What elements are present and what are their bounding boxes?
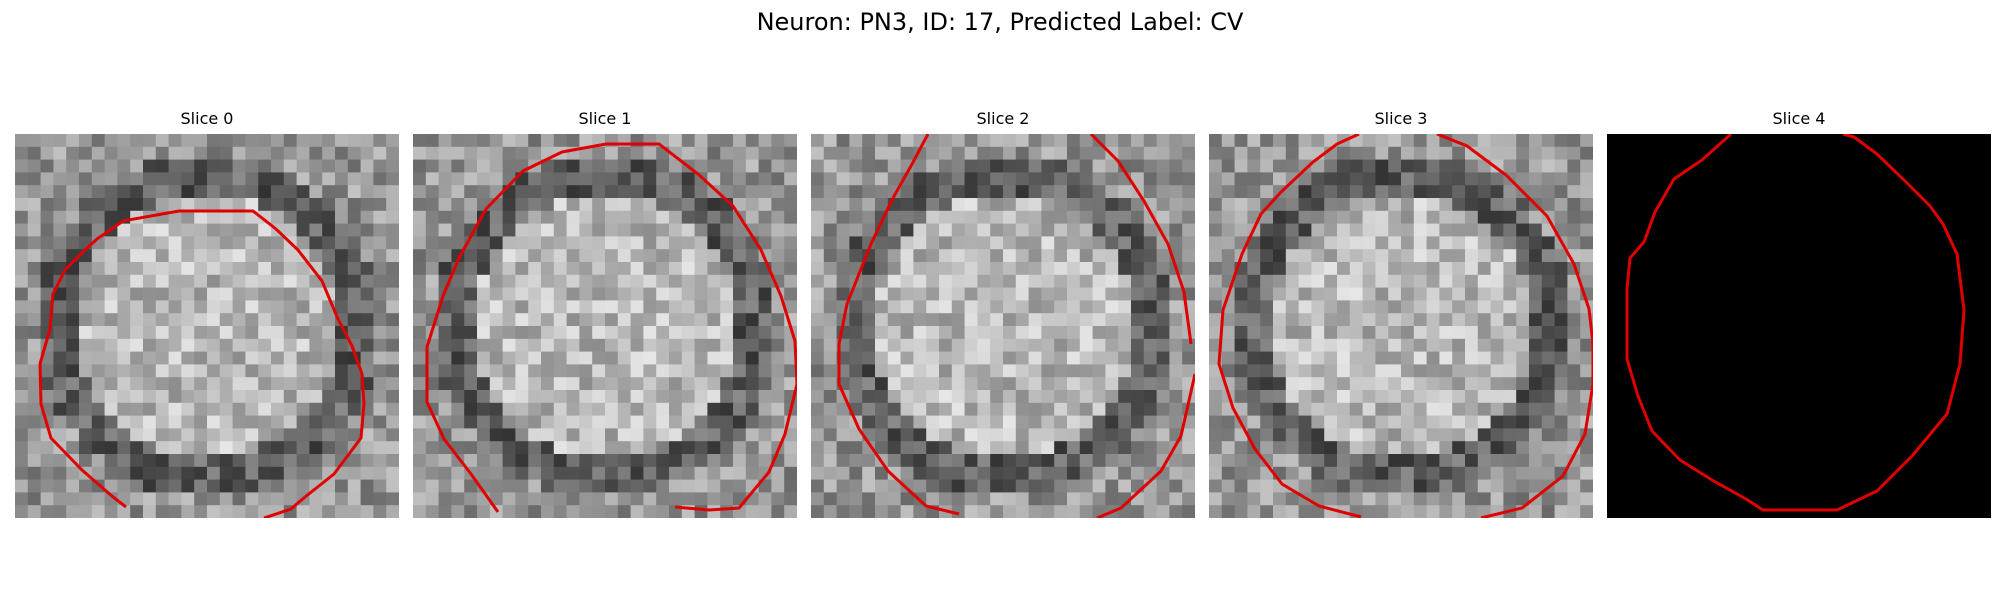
slice-title: Slice 0 (180, 109, 234, 128)
slice-mask-image (1607, 134, 1991, 518)
contour-line (1089, 134, 1193, 345)
slice-pixels (1209, 134, 1593, 518)
slice-image (413, 134, 797, 518)
slice-title: Slice 2 (976, 109, 1030, 128)
slice-image (811, 134, 1195, 518)
slice-title: Slice 3 (1374, 109, 1428, 128)
slice-title: Slice 4 (1772, 109, 1826, 128)
slice-pixels (413, 134, 797, 518)
contour-line (1096, 373, 1195, 518)
contour-line (837, 134, 960, 516)
slice-title: Slice 1 (578, 109, 632, 128)
slice-image (1209, 134, 1593, 518)
slice-image (15, 134, 399, 518)
contour-line (1625, 134, 1966, 512)
contour-line (38, 209, 366, 518)
contour-line (1217, 134, 1362, 518)
slice-pixels (811, 134, 1195, 518)
figure-title: Neuron: PN3, ID: 17, Predicted Label: CV (756, 8, 1244, 36)
contour-line (1436, 134, 1593, 518)
mask-background (1607, 134, 1991, 518)
contour-line (425, 142, 797, 513)
